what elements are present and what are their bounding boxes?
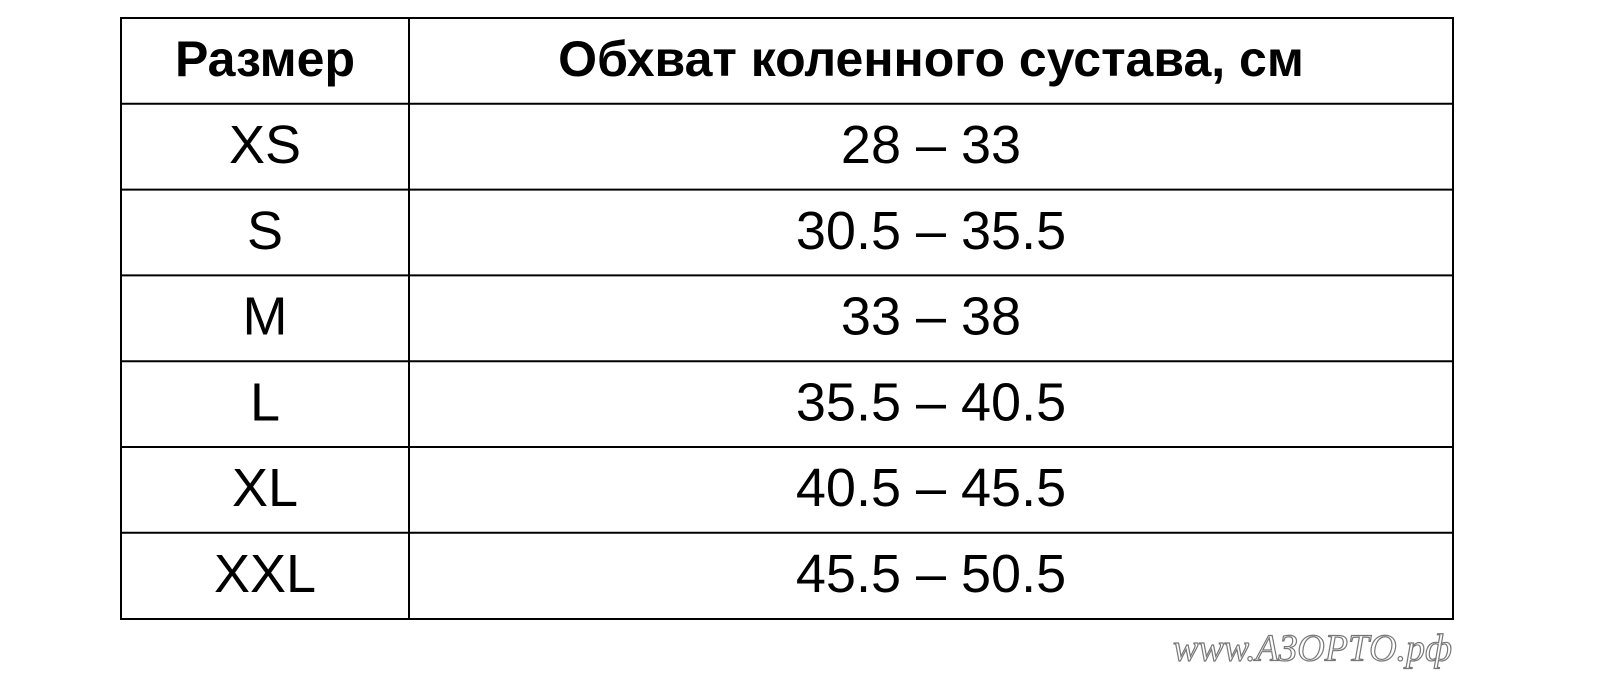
cell: XXL [214, 544, 316, 604]
header-cell: Размер [175, 31, 355, 87]
cell: XS [229, 115, 301, 175]
cell: 33 – 38 [841, 287, 1021, 347]
cell: S [247, 201, 283, 261]
cell: 40.5 – 45.5 [796, 458, 1066, 518]
table: Размер Обхват коленного сустава, см XS 28 –… [121, 31, 1453, 604]
cell: 30.5 – 35.5 [796, 201, 1066, 261]
cell: 35.5 – 40.5 [796, 372, 1066, 432]
watermark: www.АЗОРТО.рф [1173, 628, 1452, 670]
table-border [120, 17, 1454, 620]
cell: XL [232, 458, 298, 518]
header-cell: Обхват коленного сустава, см [558, 31, 1304, 87]
cell: 45.5 – 50.5 [796, 544, 1066, 604]
cell: 28 – 33 [841, 115, 1021, 175]
cell: M [243, 287, 288, 347]
cell: L [250, 372, 280, 432]
